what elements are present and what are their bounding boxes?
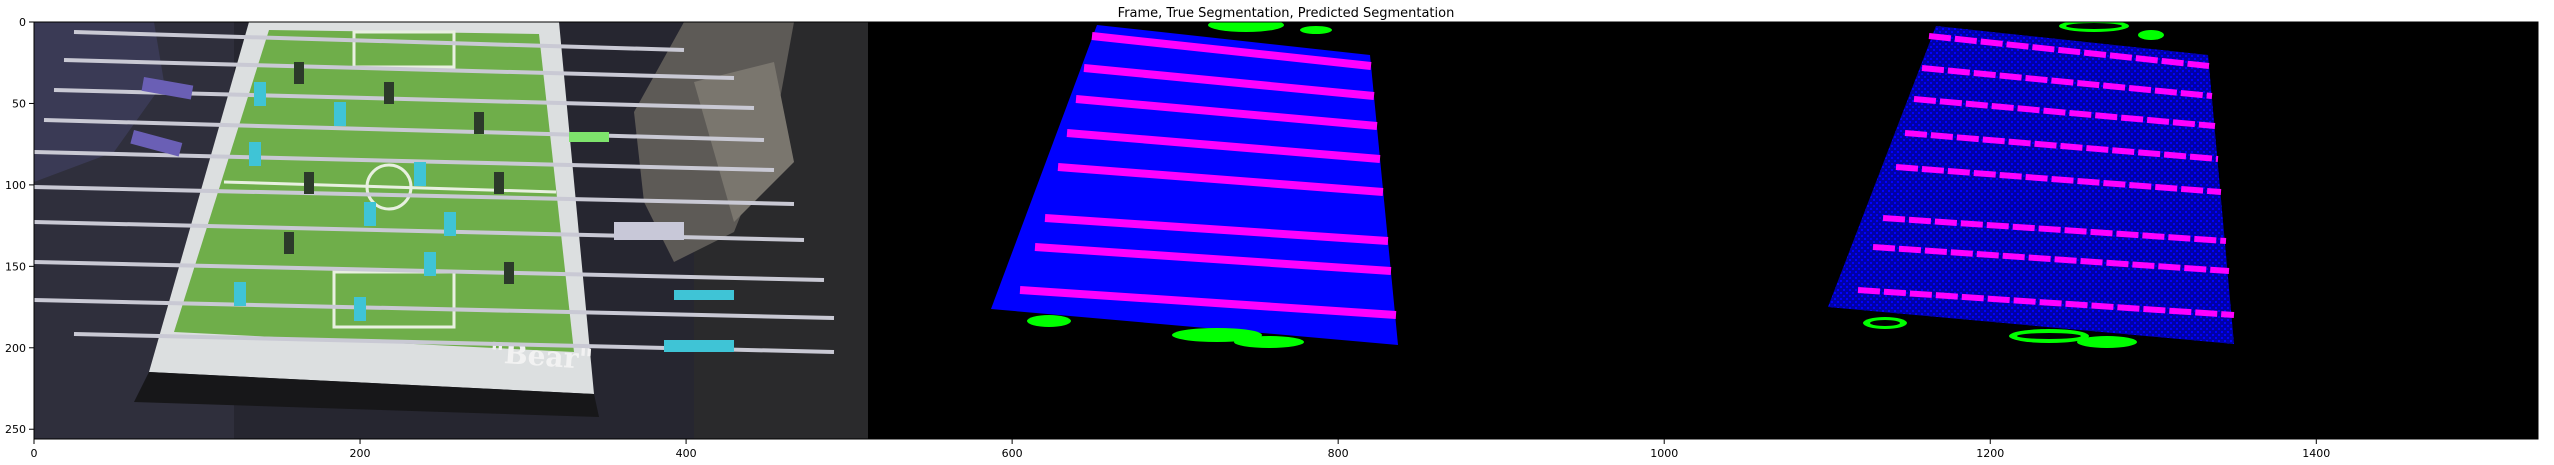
y-tick-label: 250: [5, 423, 26, 436]
image-area: "Bear": [33, 21, 2539, 440]
plot-frame: [33, 21, 2539, 440]
predicted-segmentation-panel: [1702, 22, 2538, 439]
x-tick-label: 800: [1328, 447, 1349, 460]
x-tick-label: 0: [31, 447, 38, 460]
y-tick-label: 150: [5, 260, 26, 273]
y-axis: 0 50 100 150 200 250: [5, 16, 34, 436]
y-tick-label: 0: [19, 16, 26, 29]
x-tick-label: 400: [676, 447, 697, 460]
x-tick-label: 200: [350, 447, 371, 460]
x-axis: 0 200 400 600 800 1000 1200 1400: [31, 439, 2330, 460]
y-tick-label: 200: [5, 342, 26, 355]
y-tick-label: 100: [5, 179, 26, 192]
x-tick-label: 1200: [1976, 447, 2004, 460]
x-tick-label: 1000: [1650, 447, 1678, 460]
x-tick-label: 600: [1002, 447, 1023, 460]
x-tick-label: 1400: [2302, 447, 2330, 460]
figure-title: Frame, True Segmentation, Predicted Segm…: [1118, 6, 1455, 21]
true-segmentation-panel: [868, 22, 1702, 439]
y-tick-label: 50: [12, 97, 26, 110]
frame-panel: "Bear": [34, 22, 868, 439]
